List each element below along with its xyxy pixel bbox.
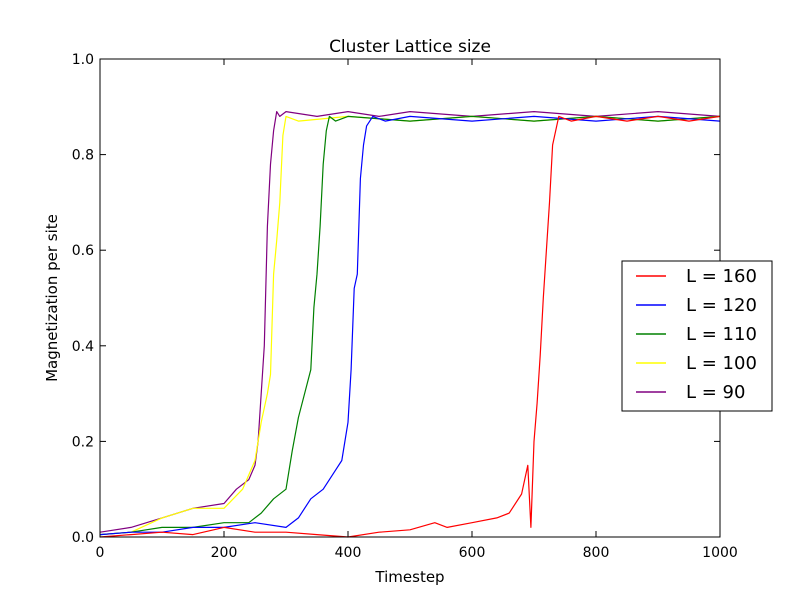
x-tick-label: 200 xyxy=(211,545,238,561)
legend: L = 160 L = 120 L = 110 L = 100 L = 90 xyxy=(621,260,773,412)
legend-label: L = 120 xyxy=(686,295,757,316)
y-tick-label: 0.4 xyxy=(72,339,94,355)
y-tick-label: 0.2 xyxy=(72,434,94,450)
legend-label: L = 100 xyxy=(686,353,757,374)
y-tick-label: 0.8 xyxy=(72,148,94,164)
series-layer xyxy=(99,110,721,538)
y-axis-title: Magnetization per site xyxy=(43,214,61,382)
legend-box xyxy=(621,260,773,412)
chart-title: Cluster Lattice size xyxy=(329,37,491,57)
x-tick-label: 0 xyxy=(96,545,105,561)
series-line-l-120 xyxy=(99,115,721,536)
series-line-l-160 xyxy=(99,115,721,538)
x-tick-label: 600 xyxy=(459,545,486,561)
y-tick-label: 0.0 xyxy=(72,530,94,546)
x-axis-title: Timestep xyxy=(374,568,444,586)
y-tick-label: 1.0 xyxy=(72,52,94,68)
plot-area xyxy=(100,59,720,537)
legend-label: L = 90 xyxy=(686,382,745,403)
series-line-l-90 xyxy=(99,110,721,533)
x-tick-label: 800 xyxy=(583,545,610,561)
legend-label: L = 110 xyxy=(686,324,757,345)
legend-label: L = 160 xyxy=(686,266,757,287)
x-tick-label: 400 xyxy=(335,545,362,561)
x-axis: 0 200 400 600 800 1000 xyxy=(96,59,738,561)
x-tick-label: 1000 xyxy=(702,545,738,561)
y-tick-label: 0.6 xyxy=(72,243,94,259)
series-line-l-110 xyxy=(99,115,721,536)
